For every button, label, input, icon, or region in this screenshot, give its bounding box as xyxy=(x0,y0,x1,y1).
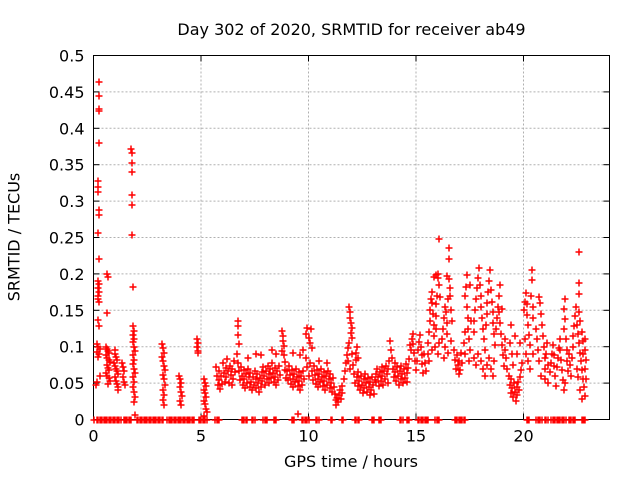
chart-title: Day 302 of 2020, SRMTID for receiver ab4… xyxy=(177,20,526,39)
y-tick-label: 0.25 xyxy=(49,229,85,248)
x-tick-label: 10 xyxy=(298,427,318,446)
y-tick-label: 0.05 xyxy=(49,374,85,393)
y-tick-label: 0.3 xyxy=(59,192,84,211)
y-tick-label: 0.5 xyxy=(59,47,84,66)
y-tick-label: 0.2 xyxy=(59,265,84,284)
y-tick-label: 0.15 xyxy=(49,301,85,320)
x-axis-label: GPS time / hours xyxy=(284,452,418,471)
y-tick-label: 0.35 xyxy=(49,156,85,175)
y-tick-label: 0 xyxy=(74,411,84,430)
data-series-markers xyxy=(90,78,590,424)
y-tick-label: 0.1 xyxy=(59,338,84,357)
y-tick-label: 0.4 xyxy=(59,119,84,138)
x-tick-label: 5 xyxy=(196,427,206,446)
y-tick-label: 0.45 xyxy=(49,83,85,102)
x-tick-label: 20 xyxy=(513,427,533,446)
x-tick-label: 0 xyxy=(88,427,98,446)
x-tick-label: 15 xyxy=(406,427,426,446)
